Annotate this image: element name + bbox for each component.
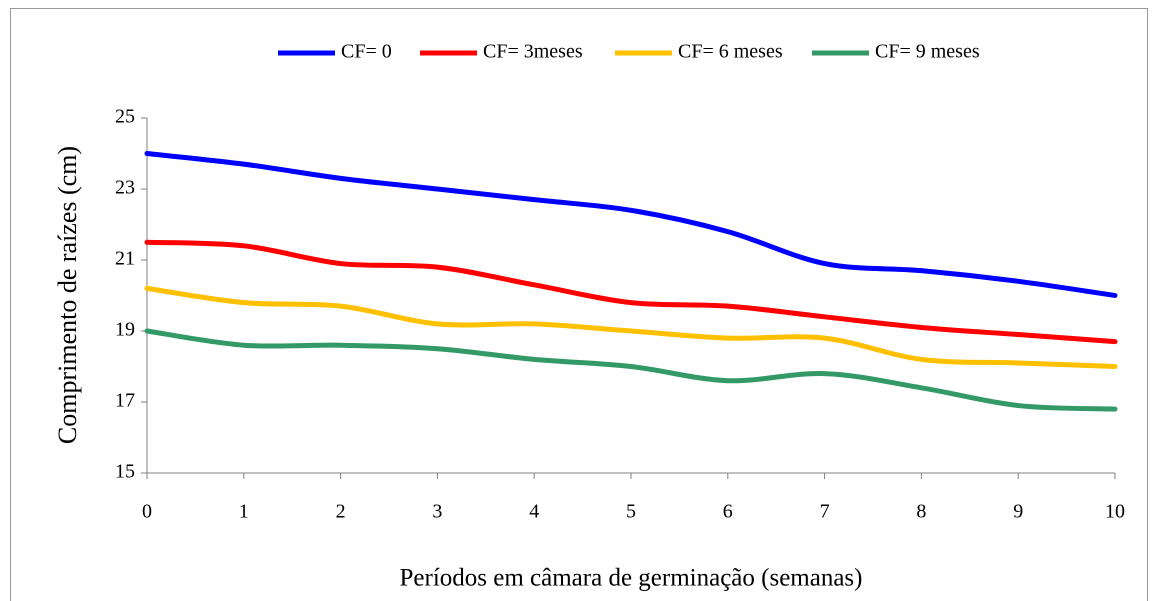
legend-label: CF= 3meses [483, 41, 583, 63]
series-line [144, 151, 1118, 298]
legend-label: CF= 9 meses [875, 41, 980, 63]
x-tick-label: 8 [916, 501, 926, 523]
series-line [144, 328, 1118, 412]
x-tick-label: 3 [432, 501, 442, 523]
y-tick-label: 23 [115, 177, 135, 199]
y-tick-label: 19 [115, 319, 135, 341]
legend-label: CF= 0 [341, 41, 392, 63]
x-tick-label: 7 [820, 501, 830, 523]
chart-frame [10, 8, 1148, 601]
y-tick-label: 17 [115, 390, 135, 412]
x-tick-label: 6 [723, 501, 733, 523]
y-tick-label: 15 [115, 461, 135, 483]
x-tick-label: 10 [1105, 501, 1125, 523]
x-tick-label: 2 [336, 501, 346, 523]
x-tick-label: 9 [1013, 501, 1023, 523]
y-axis-title: Comprimento de raízes (cm) [53, 146, 82, 444]
x-tick-label: 4 [529, 501, 539, 523]
series-line [144, 285, 1118, 369]
x-tick-label: 5 [626, 501, 636, 523]
x-axis-title: Períodos em câmara de germinação (semana… [400, 565, 863, 592]
series-line [144, 239, 1118, 345]
x-tick-label: 1 [239, 501, 249, 523]
y-tick-label: 25 [115, 106, 135, 128]
y-tick-label: 21 [115, 248, 135, 270]
x-tick-label: 0 [142, 501, 152, 523]
legend-label: CF= 6 meses [678, 41, 783, 63]
